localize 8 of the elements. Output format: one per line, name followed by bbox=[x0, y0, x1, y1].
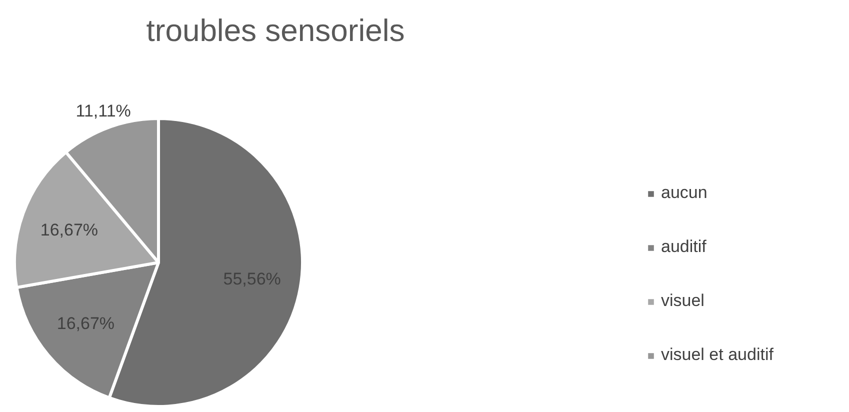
legend-label: aucun bbox=[661, 183, 708, 203]
chart-title: troubles sensoriels bbox=[146, 13, 405, 48]
legend-label: visuel et auditif bbox=[661, 345, 774, 365]
legend-label: auditif bbox=[661, 237, 706, 257]
legend-label: visuel bbox=[661, 291, 704, 311]
data-label: 16,67% bbox=[56, 314, 115, 334]
data-label: 16,67% bbox=[40, 220, 98, 240]
data-label: 11,11% bbox=[76, 101, 131, 120]
